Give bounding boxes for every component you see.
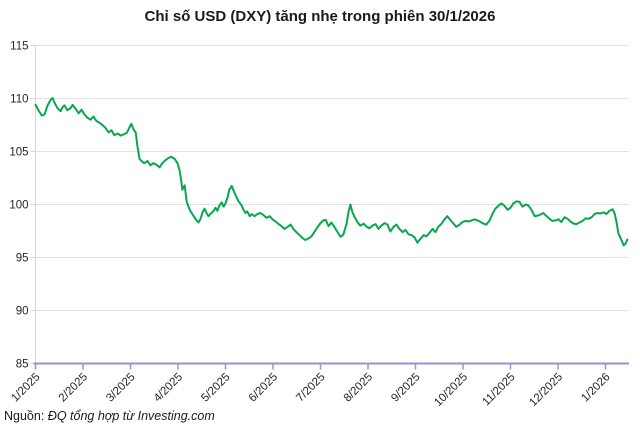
y-tick-label: 105: [9, 147, 28, 159]
x-tick-label: 1/2025: [9, 371, 42, 404]
x-tick-labels: 1/2025 2/2025 3/2025 4/2025 5/2025 6/2025 7/20…: [9, 371, 612, 409]
x-tick-label: 6/2025: [247, 371, 280, 404]
chart-title: Chỉ số USD (DXY) tăng nhẹ trong phiên 30…: [144, 8, 496, 25]
y-tick-label: 115: [10, 41, 28, 53]
y-tick-labels: 115 110 105 100 95 90 85: [9, 41, 28, 371]
x-tick-label: 9/2025: [389, 371, 422, 404]
y-tick-label: 90: [16, 306, 29, 318]
x-tick-label: 3/2025: [104, 371, 137, 404]
x-tick-label: 10/2025: [432, 371, 470, 409]
source-text: ĐQ tổng hợp từ Investing.com: [47, 409, 215, 423]
source-note: Nguồn: ĐQ tổng hợp từ Investing.com: [4, 409, 215, 423]
x-tick-label: 8/2025: [342, 371, 375, 404]
y-tick-label: 85: [16, 359, 29, 371]
y-tick-label: 110: [10, 94, 28, 106]
x-tick-label: 2/2025: [57, 371, 90, 404]
x-tick-label: 11/2025: [480, 371, 517, 408]
y-tick-label: 100: [9, 200, 28, 212]
y-tick-label: 95: [16, 253, 29, 265]
x-tick-label: 1/2026: [579, 371, 612, 404]
x-tick-label: 12/2025: [527, 371, 565, 409]
x-tick-label: 4/2025: [152, 371, 185, 404]
x-tick-label: 7/2025: [294, 371, 327, 404]
price-line: [34, 97, 629, 247]
x-tick-label: 5/2025: [199, 371, 232, 404]
x-axis: [33, 362, 629, 370]
grid-lines: [30, 45, 629, 364]
source-label: Nguồn:: [4, 409, 45, 423]
